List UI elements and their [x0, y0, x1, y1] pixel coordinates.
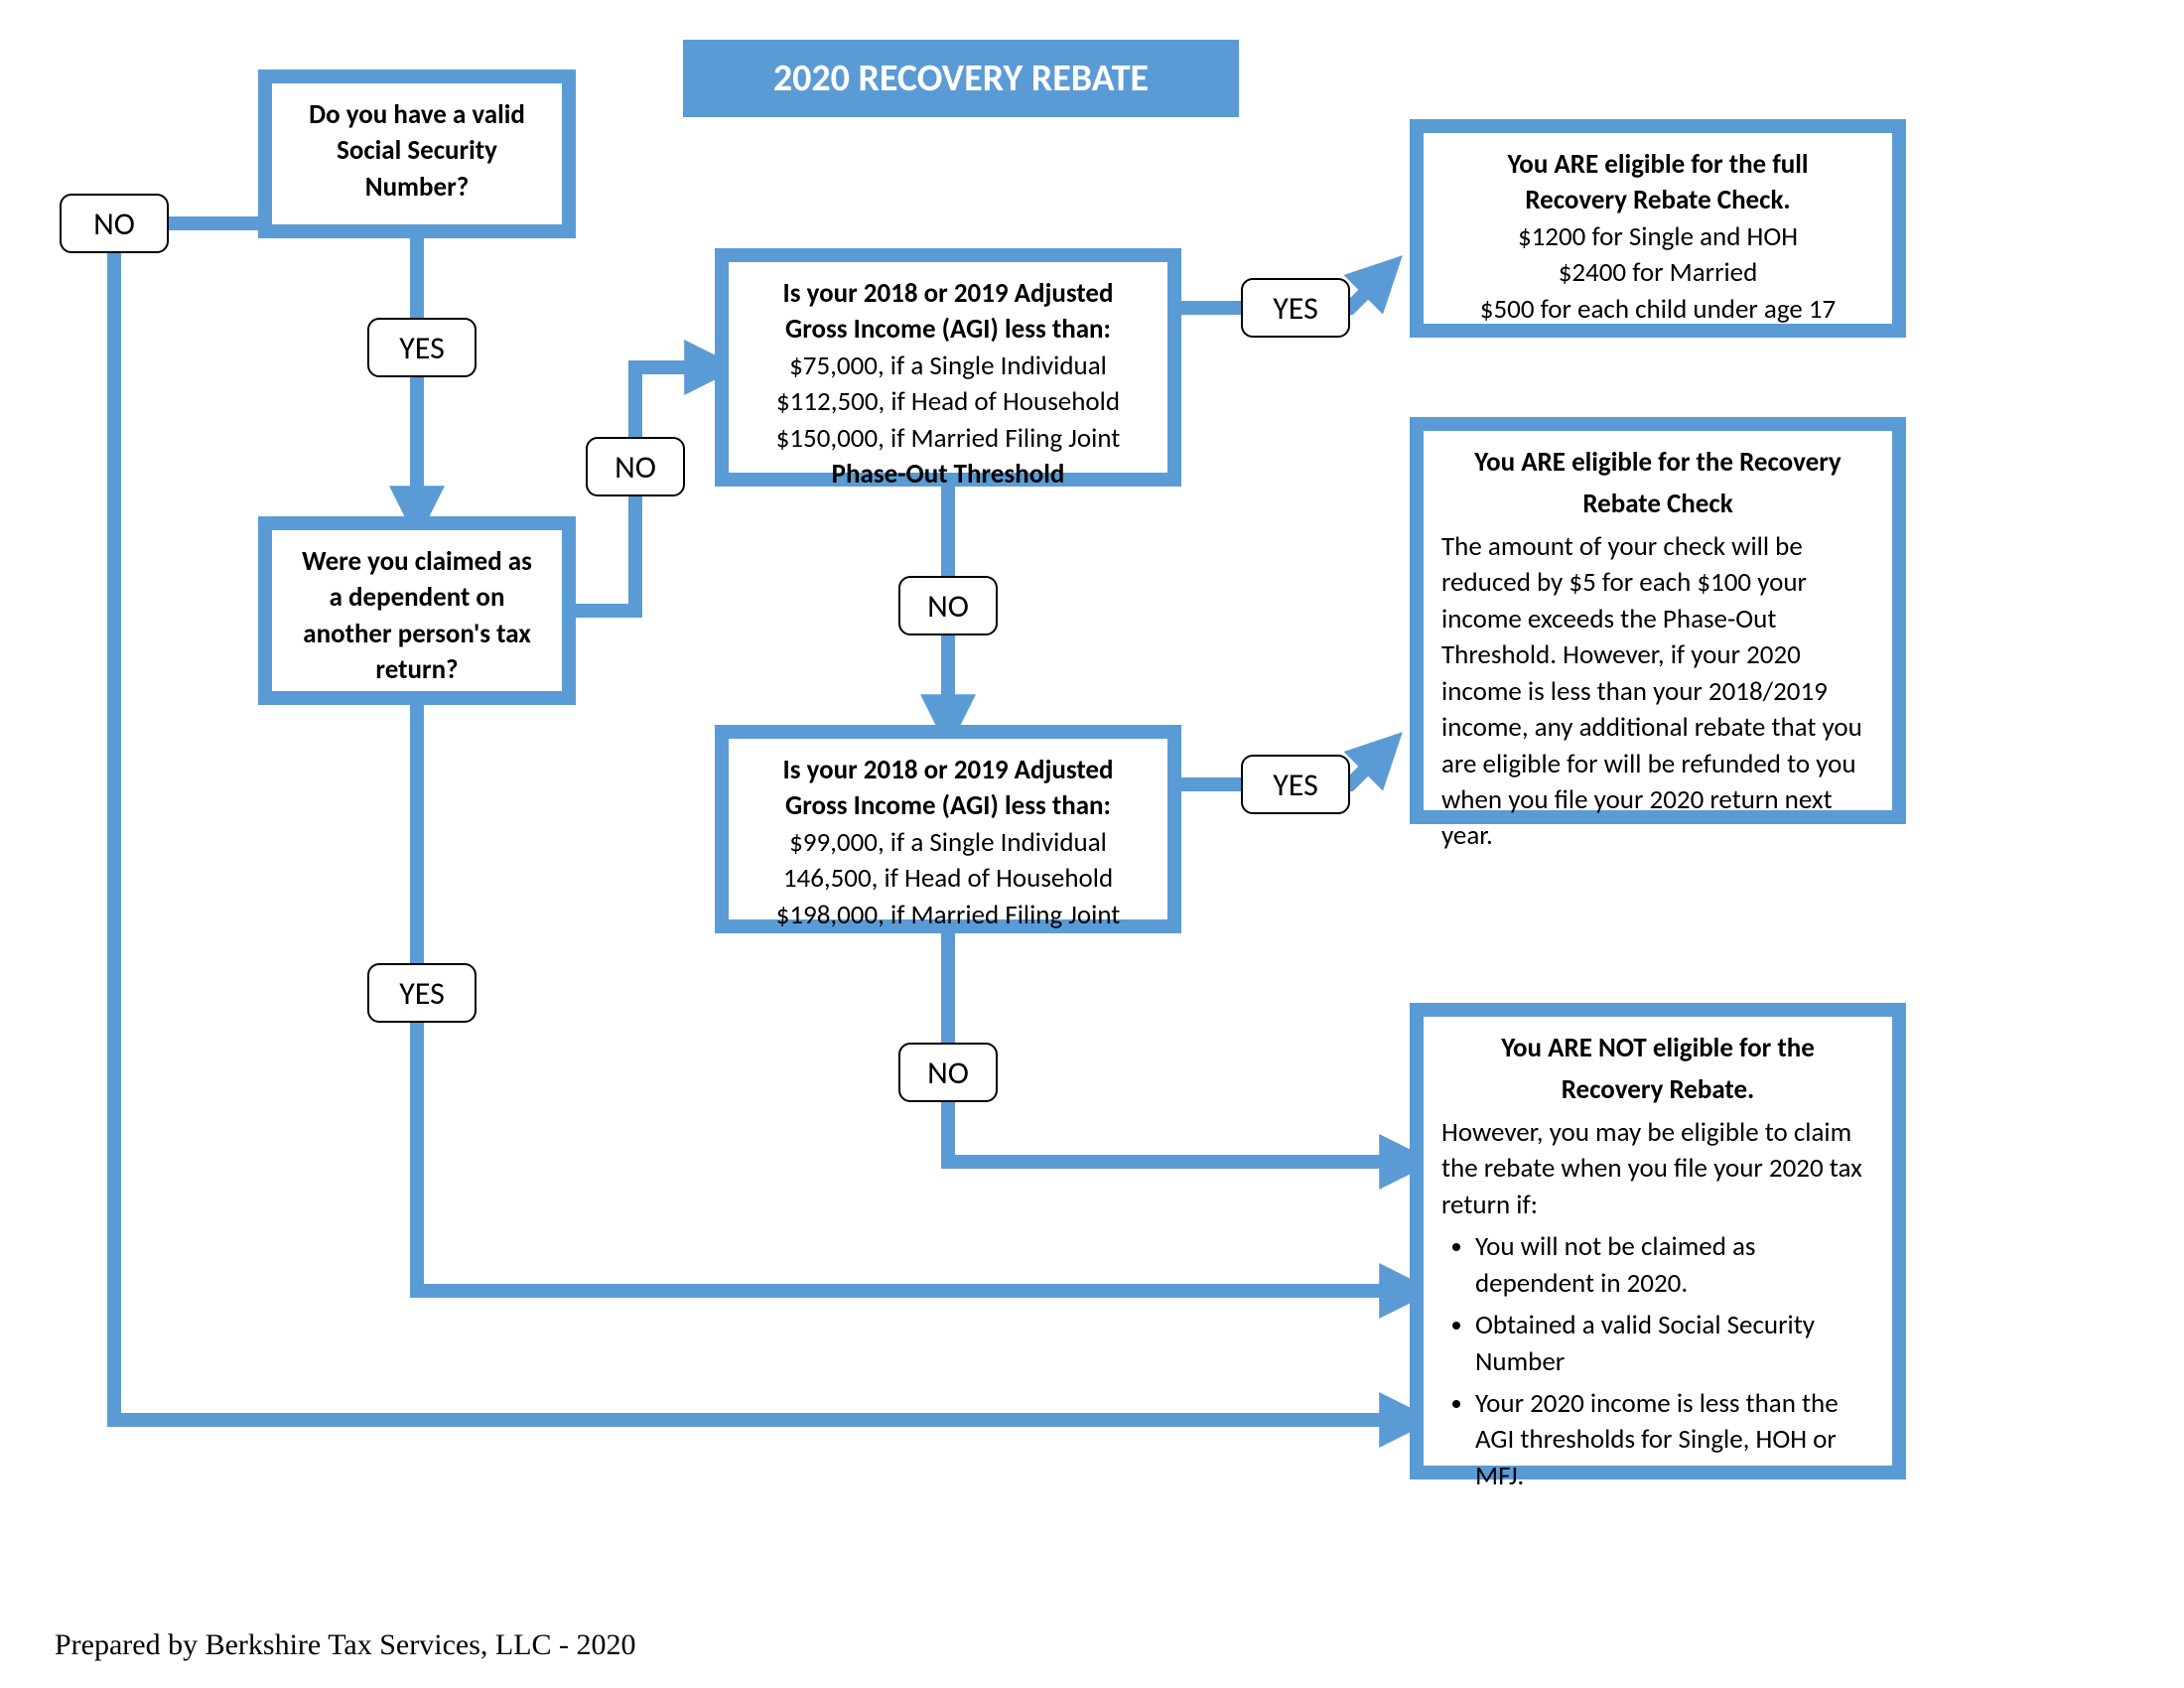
- label-text: NO: [927, 587, 969, 626]
- footer-text: Prepared by Berkshire Tax Services, LLC …: [55, 1628, 636, 1661]
- label-text: NO: [614, 448, 656, 487]
- label-agi1-yes: YES: [1241, 278, 1350, 338]
- label-ssn-no: NO: [60, 194, 169, 253]
- label-text: YES: [399, 329, 445, 367]
- label-dependent-no: NO: [586, 437, 685, 496]
- node-agi-threshold-1: Is your 2018 or 2019 AdjustedGross Incom…: [715, 248, 1181, 487]
- node-line: 146,500, if Head of Household: [747, 861, 1150, 897]
- label-text: YES: [1273, 766, 1318, 804]
- label-text: NO: [93, 205, 135, 243]
- label-agi1-no: NO: [898, 576, 998, 635]
- label-text: YES: [399, 974, 445, 1013]
- outcome-bullet: Obtained a valid Social Security Number: [1475, 1308, 1874, 1380]
- node-line: Gross Income (AGI) less than:: [747, 788, 1150, 824]
- outcome-bullet: You will not be claimed as dependent in …: [1475, 1229, 1874, 1302]
- label-agi2-no: NO: [898, 1043, 998, 1102]
- node-line: Recovery Rebate.: [1441, 1072, 1874, 1108]
- node-line: return?: [290, 652, 544, 688]
- node-line: Phase-Out Threshold: [747, 457, 1150, 492]
- node-line: Gross Income (AGI) less than:: [747, 312, 1150, 348]
- footer-credit: Prepared by Berkshire Tax Services, LLC …: [55, 1628, 636, 1662]
- node-line: Is your 2018 or 2019 Adjusted: [747, 276, 1150, 312]
- node-line: Recovery Rebate Check.: [1441, 183, 1874, 218]
- node-agi-threshold-2: Is your 2018 or 2019 AdjustedGross Incom…: [715, 725, 1181, 933]
- node-line: $2400 for Married: [1441, 255, 1874, 291]
- node-line: You ARE eligible for the Recovery: [1441, 445, 1874, 481]
- page-title: 2020 RECOVERY REBATE: [683, 40, 1239, 117]
- label-agi2-yes: YES: [1241, 755, 1350, 814]
- label-ssn-yes: YES: [367, 318, 477, 377]
- label-dependent-yes: YES: [367, 963, 477, 1023]
- node-line: $500 for each child under age 17: [1441, 292, 1874, 328]
- node-line: $75,000, if a Single Individual: [747, 349, 1150, 384]
- node-outcome-full-rebate: You ARE eligible for the fullRecovery Re…: [1410, 119, 1906, 338]
- node-ssn-question: Do you have a validSocial SecurityNumber…: [258, 70, 576, 238]
- node-line: Rebate Check: [1441, 487, 1874, 522]
- node-line: However, you may be eligible to claim th…: [1441, 1115, 1874, 1223]
- page-title-text: 2020 RECOVERY REBATE: [773, 56, 1149, 101]
- node-outcome-not-eligible: You ARE NOT eligible for the Recovery Reb…: [1410, 1003, 1906, 1479]
- connector-agi2-down-no: [948, 933, 1410, 1162]
- node-dependent-question: Were you claimed asa dependent onanother…: [258, 516, 576, 705]
- node-line: Social Security: [290, 133, 544, 169]
- outcome-bullet: Your 2020 income is less than the AGI th…: [1475, 1386, 1874, 1494]
- label-text: YES: [1273, 289, 1318, 328]
- node-line: You ARE eligible for the full: [1441, 147, 1874, 183]
- node-line: Do you have a valid: [290, 97, 544, 133]
- node-line: $1200 for Single and HOH: [1441, 219, 1874, 255]
- node-line: Were you claimed as: [290, 544, 544, 580]
- node-line: You ARE NOT eligible for the: [1441, 1031, 1874, 1066]
- node-line: $150,000, if Married Filing Joint: [747, 421, 1150, 457]
- node-line: Number?: [290, 170, 544, 206]
- outcome-bullets: You will not be claimed as dependent in …: [1441, 1229, 1874, 1494]
- node-line: another person's tax: [290, 617, 544, 652]
- label-text: NO: [927, 1054, 969, 1092]
- node-line: $112,500, if Head of Household: [747, 384, 1150, 420]
- node-line: $198,000, if Married Filing Joint: [747, 898, 1150, 933]
- node-line: $99,000, if a Single Individual: [747, 825, 1150, 861]
- node-line: Is your 2018 or 2019 Adjusted: [747, 753, 1150, 788]
- node-outcome-partial-rebate: You ARE eligible for the Recovery Rebate …: [1410, 417, 1906, 824]
- node-line: The amount of your check will be reduced…: [1441, 529, 1874, 855]
- node-line: a dependent on: [290, 580, 544, 616]
